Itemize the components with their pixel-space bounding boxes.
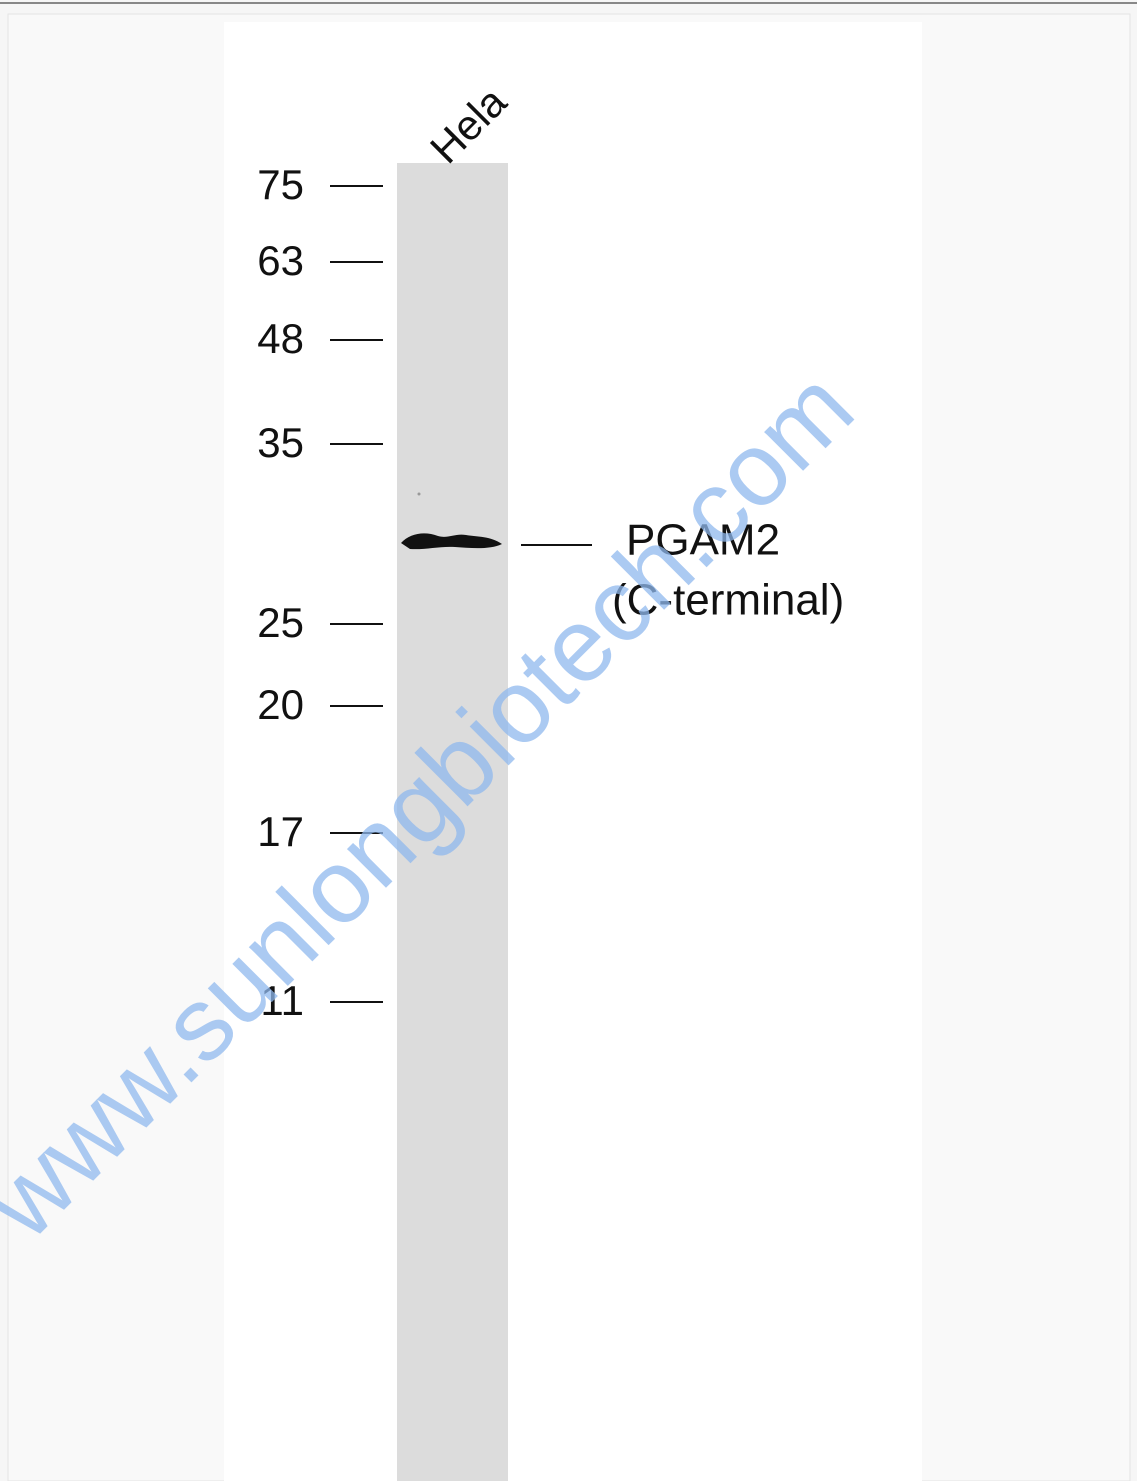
figure: Hela PGAM2 (C-terminal) 7563483525201711… bbox=[0, 0, 1137, 1481]
marker-label: 75 bbox=[257, 161, 304, 208]
marker-label: 35 bbox=[257, 419, 304, 466]
marker-label: 63 bbox=[257, 237, 304, 284]
marker-label: 20 bbox=[257, 681, 304, 728]
marker-label: 48 bbox=[257, 315, 304, 362]
blot-panel bbox=[224, 22, 922, 1481]
marker-label: 25 bbox=[257, 599, 304, 646]
speck bbox=[418, 493, 421, 496]
page: Hela PGAM2 (C-terminal) 7563483525201711… bbox=[0, 0, 1137, 1481]
